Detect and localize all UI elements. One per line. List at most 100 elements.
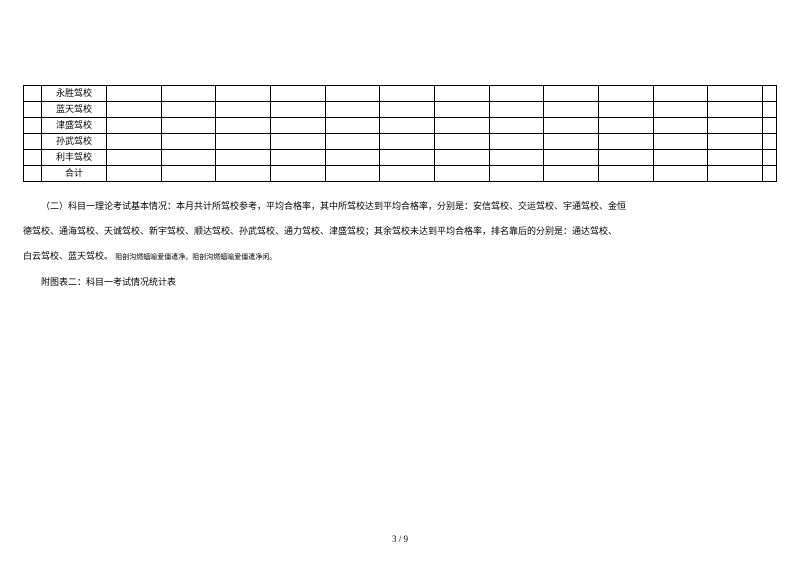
cell-empty <box>708 150 763 166</box>
cell-empty <box>598 166 653 182</box>
table-row: 蓝天驾校 <box>24 102 777 118</box>
cell-empty <box>216 134 271 150</box>
table-row: 孙武驾校 <box>24 134 777 150</box>
cell-empty <box>216 150 271 166</box>
cell-empty <box>598 134 653 150</box>
cell-empty <box>161 150 216 166</box>
cell-empty <box>489 150 544 166</box>
cell-blank <box>763 102 777 118</box>
cell-empty <box>216 86 271 102</box>
cell-empty <box>161 118 216 134</box>
cell-empty <box>325 134 380 150</box>
cell-empty <box>380 166 435 182</box>
cell-empty <box>216 102 271 118</box>
cell-empty <box>325 118 380 134</box>
cell-empty <box>161 166 216 182</box>
cell-empty <box>380 86 435 102</box>
cell-empty <box>544 134 599 150</box>
cell-empty <box>161 86 216 102</box>
cell-blank <box>24 134 42 150</box>
cell-empty <box>380 150 435 166</box>
cell-label: 蓝天驾校 <box>42 102 107 118</box>
cell-empty <box>653 118 708 134</box>
cell-empty <box>161 102 216 118</box>
cell-empty <box>270 134 325 150</box>
cell-empty <box>325 166 380 182</box>
cell-empty <box>489 166 544 182</box>
para-2: 德驾校、通海驾校、天诚驾校、新宇驾校、顺达驾校、孙武驾校、通力驾校、津盛驾校；其… <box>23 219 777 244</box>
cell-empty <box>434 102 489 118</box>
table-row: 利丰驾校 <box>24 150 777 166</box>
cell-empty <box>380 102 435 118</box>
cell-empty <box>434 150 489 166</box>
para-3: 白云驾校、蓝天驾校。 阻剖沟燃蝠喻爱僵遣净。阻剖沟燃蝠喻爱僵遣净闲。 <box>23 244 777 269</box>
cell-blank <box>763 150 777 166</box>
body-text: （二）科目一理论考试基本情况：本月共计所驾校参考，平均合格率，其中所驾校达到平均… <box>23 194 777 295</box>
cell-empty <box>489 102 544 118</box>
cell-empty <box>270 166 325 182</box>
cell-empty <box>544 150 599 166</box>
cell-empty <box>653 166 708 182</box>
cell-empty <box>653 102 708 118</box>
cell-empty <box>270 150 325 166</box>
cell-empty <box>434 86 489 102</box>
cell-label: 孙武驾校 <box>42 134 107 150</box>
cell-empty <box>434 166 489 182</box>
cell-empty <box>544 102 599 118</box>
cell-empty <box>653 150 708 166</box>
para-4: 附图表二：科目一考试情况统计表 <box>23 270 777 295</box>
cell-empty <box>653 134 708 150</box>
cell-blank <box>763 118 777 134</box>
cell-empty <box>544 118 599 134</box>
cell-empty <box>107 150 162 166</box>
cell-empty <box>380 134 435 150</box>
cell-empty <box>489 118 544 134</box>
cell-blank <box>763 166 777 182</box>
cell-empty <box>708 134 763 150</box>
cell-empty <box>708 86 763 102</box>
cell-empty <box>161 134 216 150</box>
cell-empty <box>107 166 162 182</box>
cell-empty <box>598 102 653 118</box>
cell-empty <box>107 118 162 134</box>
cell-label: 永胜驾校 <box>42 86 107 102</box>
cell-blank <box>763 86 777 102</box>
cell-empty <box>708 166 763 182</box>
cell-label: 利丰驾校 <box>42 150 107 166</box>
cell-empty <box>544 166 599 182</box>
cell-empty <box>598 118 653 134</box>
cell-blank <box>24 118 42 134</box>
cell-label: 津盛驾校 <box>42 118 107 134</box>
cell-empty <box>270 118 325 134</box>
table-row: 津盛驾校 <box>24 118 777 134</box>
page-number: 3 / 9 <box>0 534 800 544</box>
cell-empty <box>325 102 380 118</box>
cell-empty <box>270 102 325 118</box>
data-table: 永胜驾校蓝天驾校津盛驾校孙武驾校利丰驾校合计 <box>23 85 777 182</box>
cell-empty <box>598 150 653 166</box>
cell-empty <box>216 166 271 182</box>
table-row: 合计 <box>24 166 777 182</box>
cell-empty <box>708 102 763 118</box>
cell-empty <box>380 118 435 134</box>
para-1: （二）科目一理论考试基本情况：本月共计所驾校参考，平均合格率，其中所驾校达到平均… <box>23 194 777 219</box>
cell-empty <box>708 118 763 134</box>
cell-empty <box>107 102 162 118</box>
cell-empty <box>325 150 380 166</box>
cell-empty <box>434 118 489 134</box>
cell-blank <box>24 150 42 166</box>
cell-blank <box>24 166 42 182</box>
cell-empty <box>653 86 708 102</box>
cell-empty <box>107 86 162 102</box>
cell-label: 合计 <box>42 166 107 182</box>
cell-empty <box>489 134 544 150</box>
cell-empty <box>544 86 599 102</box>
cell-empty <box>325 86 380 102</box>
cell-empty <box>489 86 544 102</box>
cell-blank <box>24 102 42 118</box>
cell-empty <box>216 118 271 134</box>
cell-empty <box>270 86 325 102</box>
cell-blank <box>24 86 42 102</box>
cell-empty <box>107 134 162 150</box>
cell-empty <box>434 134 489 150</box>
